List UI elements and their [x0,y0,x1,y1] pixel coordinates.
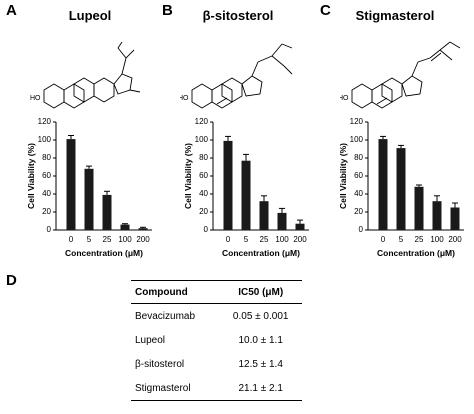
stigmasterol-structure: HO [340,41,461,109]
bar [432,201,442,230]
cell-compound: Bevacizumab [135,311,196,322]
beta-sitosterol-viability-chart: 0 20 40 60 80 100 120 Cell Viability (%) 0 5 25 100… [183,117,309,258]
panel-letter-d: D [6,272,17,289]
bar [277,212,287,230]
bar [295,223,305,230]
x-axis-label: Concentration (μM) [377,248,455,258]
x-tick-label: 25 [415,235,424,244]
bar [396,148,406,230]
y-tick-label: 120 [350,117,364,126]
y-tick-label: 20 [42,207,51,216]
ic50-table: Compound IC50 (μM) Bevacizumab 0.05 ± 0.… [131,280,302,401]
panel-letter-a: A [6,2,17,19]
bar [138,228,148,230]
y-tick-label: 0 [47,225,52,234]
bar [66,139,76,230]
y-tick-label: 40 [354,189,363,198]
y-axis-label: Cell Viability (%) [183,143,193,209]
y-tick-label: 60 [354,171,363,180]
y-tick-label: 100 [195,135,209,144]
x-tick-label: 100 [118,235,132,244]
x-tick-label: 0 [226,235,231,244]
panel-title-stigmasterol: Stigmasterol [355,8,435,23]
y-tick-label: 40 [42,189,51,198]
y-tick-label: 100 [350,135,364,144]
bar [450,207,460,230]
y-tick-label: 80 [42,153,51,162]
x-tick-label: 0 [69,235,74,244]
y-tick-label: 60 [199,171,208,180]
cell-ic50: 12.5 ± 1.4 [238,359,283,370]
x-tick-label: 5 [244,235,249,244]
table-row: Lupeol 10.0 ± 1.1 [131,328,302,352]
x-tick-label: 25 [260,235,269,244]
bar [84,168,94,230]
beta-sitosterol-ho-label: HO [180,95,189,102]
y-tick-label: 0 [359,225,364,234]
panel-title-lupeol: Lupeol [68,8,112,23]
column-header-compound: Compound [131,280,220,304]
lupeol-viability-chart: 0 20 40 60 80 100 120 Cell Viability (%) 0 5 25 100… [26,117,152,258]
bar [223,140,233,230]
y-axis-label: Cell Viability (%) [26,143,36,209]
y-tick-label: 120 [38,117,52,126]
stigmasterol-ho-label: HO [340,95,349,102]
y-tick-label: 0 [204,225,209,234]
bar [378,139,388,230]
panel-title-beta-sitosterol: β-sitosterol [202,8,274,23]
x-tick-label: 200 [136,235,150,244]
beta-sitosterol-structure: HO [180,43,293,109]
x-tick-label: 100 [430,235,444,244]
x-tick-label: 5 [399,235,404,244]
y-tick-label: 80 [199,153,208,162]
stigmasterol-viability-chart: 0 20 40 60 80 100 120 Cell Viability (%) 0 5 25 100… [338,117,464,258]
y-tick-label: 60 [42,171,51,180]
x-tick-label: 200 [293,235,307,244]
cell-compound: Lupeol [135,335,166,346]
x-tick-label: 25 [103,235,112,244]
panel-letter-b: B [162,2,173,19]
y-tick-label: 120 [195,117,209,126]
bar [259,201,269,230]
bar [102,194,112,230]
cell-ic50: 10.0 ± 1.1 [238,335,283,346]
cell-ic50: 21.1 ± 2.1 [219,376,302,401]
x-axis-label: Concentration (μM) [222,248,300,258]
bar [120,224,130,230]
cell-ic50: 0.05 ± 0.001 [232,311,289,322]
table-row: β-sitosterol 12.5 ± 1.4 [131,352,302,376]
cell-compound: Stigmasterol [131,376,220,401]
column-header-ic50: IC50 (μM) [219,280,302,304]
x-tick-label: 5 [87,235,92,244]
bar [414,186,424,230]
x-tick-label: 0 [381,235,386,244]
lupeol-ho-label: HO [30,95,41,102]
y-tick-label: 100 [38,135,52,144]
table-row: Stigmasterol 21.1 ± 2.1 [131,376,302,401]
cell-compound: β-sitosterol [135,359,185,370]
y-tick-label: 40 [199,189,208,198]
x-tick-label: 100 [275,235,289,244]
table-header-row: Compound IC50 (μM) [131,280,302,304]
x-axis-label: Concentration (μM) [65,248,143,258]
y-tick-label: 80 [354,153,363,162]
y-axis-label: Cell Viability (%) [338,143,348,209]
panel-letter-c: C [320,2,331,19]
y-tick-label: 20 [354,207,363,216]
x-tick-label: 200 [448,235,462,244]
bar [241,160,251,230]
y-tick-label: 20 [199,207,208,216]
lupeol-structure: HO [30,41,141,109]
table-row: Bevacizumab 0.05 ± 0.001 [131,304,302,329]
